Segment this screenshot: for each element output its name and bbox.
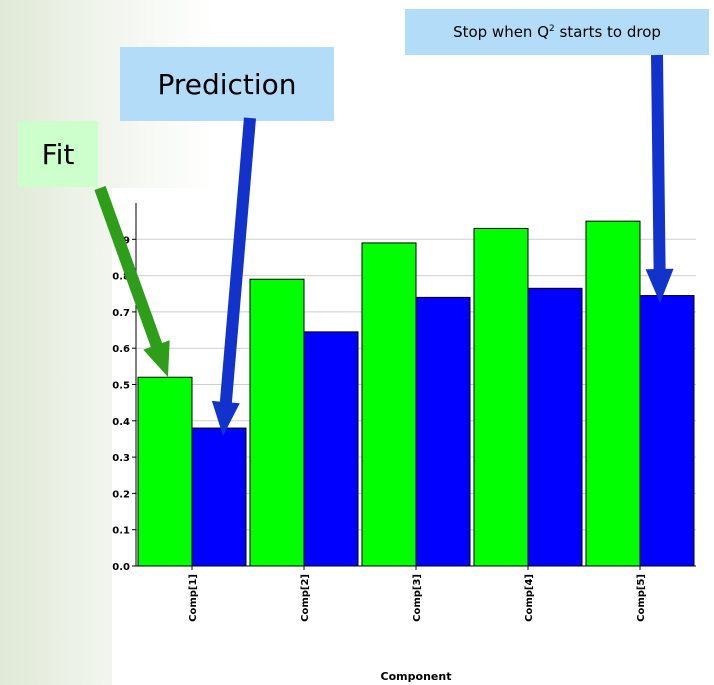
stop-callout-sup: 2 <box>549 24 555 34</box>
bar <box>249 278 305 567</box>
arrows <box>94 54 674 436</box>
y-tick-label: 0.7 <box>112 308 130 319</box>
prediction-callout-text: Prediction <box>157 67 297 101</box>
bar <box>527 287 583 567</box>
bar <box>639 295 695 567</box>
y-tick-label: 0.1 <box>112 526 130 537</box>
x-axis-ticks: Comp[1] Comp[2] Comp[3] Comp[4] Comp[5] <box>188 566 647 622</box>
x-tick-label: Comp[5] <box>636 574 647 622</box>
stop-callout-text: Stop when Q2 starts to drop <box>453 23 661 41</box>
y-tick-label: 0.4 <box>112 417 130 428</box>
bar <box>473 227 529 567</box>
bar <box>137 376 193 567</box>
fit-callout: Fit <box>18 121 98 187</box>
y-tick-label: 0.2 <box>112 489 130 500</box>
bar <box>191 427 247 567</box>
bars <box>137 220 695 567</box>
stop-callout-prefix: Stop when Q <box>453 23 550 41</box>
prediction-callout: Prediction <box>120 47 334 121</box>
bar <box>303 331 359 567</box>
bar <box>361 242 417 567</box>
bar <box>585 220 641 567</box>
stop-callout: Stop when Q2 starts to drop <box>405 9 709 55</box>
y-tick-label: 0.5 <box>112 381 130 392</box>
y-tick-label: 0.8 <box>112 272 130 283</box>
bar <box>415 296 471 567</box>
stop-callout-suffix: starts to drop <box>554 23 661 41</box>
x-tick-label: Comp[1] <box>188 574 199 622</box>
fit-arrow <box>94 186 170 377</box>
x-tick-label: Comp[4] <box>524 574 535 622</box>
fit-callout-text: Fit <box>41 137 75 171</box>
x-tick-label: Comp[3] <box>412 574 423 622</box>
x-axis-title: Component <box>381 670 452 683</box>
prediction-arrow <box>211 117 256 436</box>
y-tick-label: 0.0 <box>112 562 130 573</box>
y-tick-label: 0.6 <box>112 344 130 355</box>
y-tick-label: 0.3 <box>112 453 130 464</box>
x-tick-label: Comp[2] <box>300 574 311 622</box>
stop-arrow <box>645 54 674 304</box>
